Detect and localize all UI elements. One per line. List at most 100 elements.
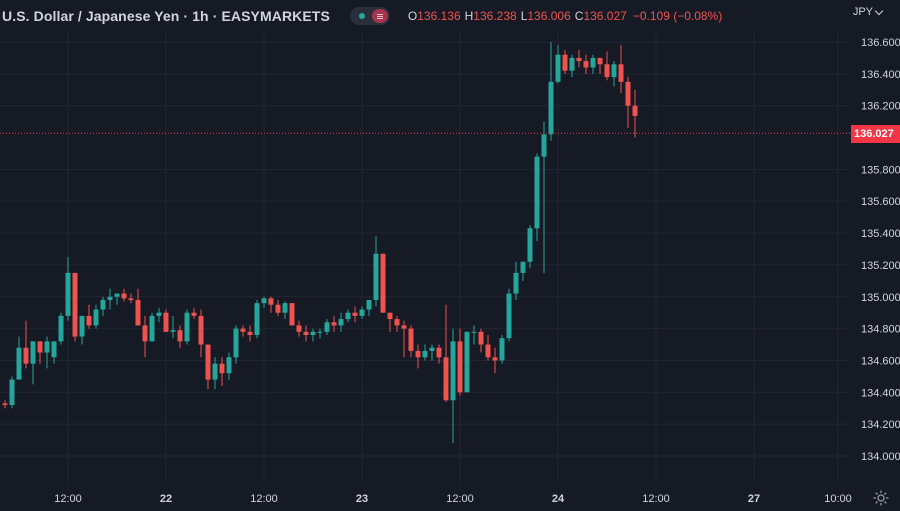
candle-body	[604, 64, 610, 78]
candle-body	[156, 312, 162, 316]
candle-body	[331, 322, 337, 326]
price-tick-label: 135.800	[861, 164, 900, 176]
time-tick-label: 27	[748, 493, 760, 505]
candle-body	[296, 325, 302, 332]
currency-label: JPY	[852, 6, 873, 18]
price-tick-label: 136.600	[861, 37, 900, 49]
candle-body	[142, 325, 148, 342]
price-tick-label: 135.400	[861, 228, 900, 240]
open-label: O	[407, 9, 418, 23]
candle-body	[499, 338, 505, 361]
price-scale-area[interactable]	[850, 0, 900, 511]
candle-body	[191, 312, 197, 316]
candle-body	[93, 309, 99, 326]
candle-body	[590, 57, 596, 68]
candle-body	[576, 57, 582, 62]
candle-body	[30, 341, 36, 364]
high-value: 136.238	[473, 9, 517, 23]
candle-body	[177, 330, 183, 342]
candle-body	[380, 253, 386, 313]
candle-body	[443, 357, 449, 401]
price-tick-label: 134.000	[861, 451, 900, 463]
candle-body	[51, 341, 57, 358]
candle-body	[247, 331, 253, 335]
candle-body	[16, 347, 22, 380]
candle-body	[100, 299, 106, 310]
candle-body	[471, 331, 477, 333]
candle-body	[233, 328, 239, 358]
candle-body	[548, 81, 554, 135]
candle-body	[527, 228, 533, 262]
candle-body	[317, 331, 323, 333]
candle-body	[611, 64, 617, 78]
candle-body	[44, 341, 50, 353]
candle-body	[583, 61, 589, 68]
candle-body	[128, 298, 134, 300]
price-tick-label: 135.600	[861, 196, 900, 208]
candle-body	[569, 57, 575, 71]
candle-body	[275, 304, 281, 313]
time-tick-label: 12:00	[54, 493, 82, 505]
candle-body	[324, 322, 330, 332]
candle-body	[163, 312, 169, 332]
candle-body	[135, 299, 141, 326]
low-value: 136.006	[527, 9, 571, 23]
candle-body	[303, 331, 309, 335]
candle-body	[457, 341, 463, 393]
candle-body	[254, 303, 260, 335]
candle-body	[212, 363, 218, 380]
last-price-tag: 136.027	[851, 125, 900, 143]
candle-body	[2, 403, 8, 406]
high-label: H	[464, 9, 474, 23]
candle-body	[352, 312, 358, 316]
candle-body	[555, 54, 561, 82]
candle-body	[65, 272, 71, 316]
candle-body	[219, 363, 225, 374]
candle-body	[513, 272, 519, 294]
candle-body	[618, 64, 624, 82]
time-scale-labels: 12:00 22 12:00 23 12:00 24 12:00 27 10:00	[54, 493, 852, 505]
candle-body	[394, 319, 400, 326]
candle-body	[359, 309, 365, 316]
candle-body	[79, 315, 85, 337]
price-tick-label: 134.400	[861, 387, 900, 399]
candle-body	[541, 134, 547, 157]
close-label: C	[574, 9, 584, 23]
candle-body	[268, 298, 274, 305]
time-tick-label: 12:00	[642, 493, 670, 505]
candle-body	[422, 350, 428, 358]
candle-body	[107, 296, 113, 300]
candle-body	[492, 357, 498, 361]
candle-body	[506, 293, 512, 339]
candle-body	[282, 303, 288, 313]
low-label: L	[520, 9, 528, 23]
candle-body	[205, 344, 211, 380]
price-tick-label: 135.200	[861, 260, 900, 272]
change-value: −0.109 (−0.08%)	[632, 9, 723, 23]
candle-body	[366, 299, 372, 310]
currency-selector[interactable]: JPY	[852, 6, 884, 18]
candle-body	[429, 347, 435, 351]
candle-body	[401, 325, 407, 329]
gear-icon[interactable]	[872, 489, 890, 507]
candle-body	[534, 156, 540, 229]
symbol-title[interactable]: U.S. Dollar / Japanese Yen · 1h · EASYMA…	[2, 8, 330, 24]
candle-body	[310, 331, 316, 335]
candle-body	[72, 272, 78, 337]
price-tick-label: 134.200	[861, 419, 900, 431]
candle-body	[450, 341, 456, 401]
candle-body	[562, 54, 568, 71]
visibility-toggle[interactable]	[349, 7, 390, 25]
menu-icon[interactable]	[371, 9, 388, 23]
candle-body	[149, 315, 155, 342]
candle-body	[37, 341, 43, 353]
candle-body	[436, 347, 442, 358]
candle-body	[9, 379, 15, 406]
candle-body	[121, 293, 127, 299]
candle-body	[597, 57, 603, 65]
candle-body	[261, 298, 267, 304]
candle-body	[226, 357, 232, 374]
candle-body	[387, 312, 393, 320]
candle-body	[338, 319, 344, 326]
